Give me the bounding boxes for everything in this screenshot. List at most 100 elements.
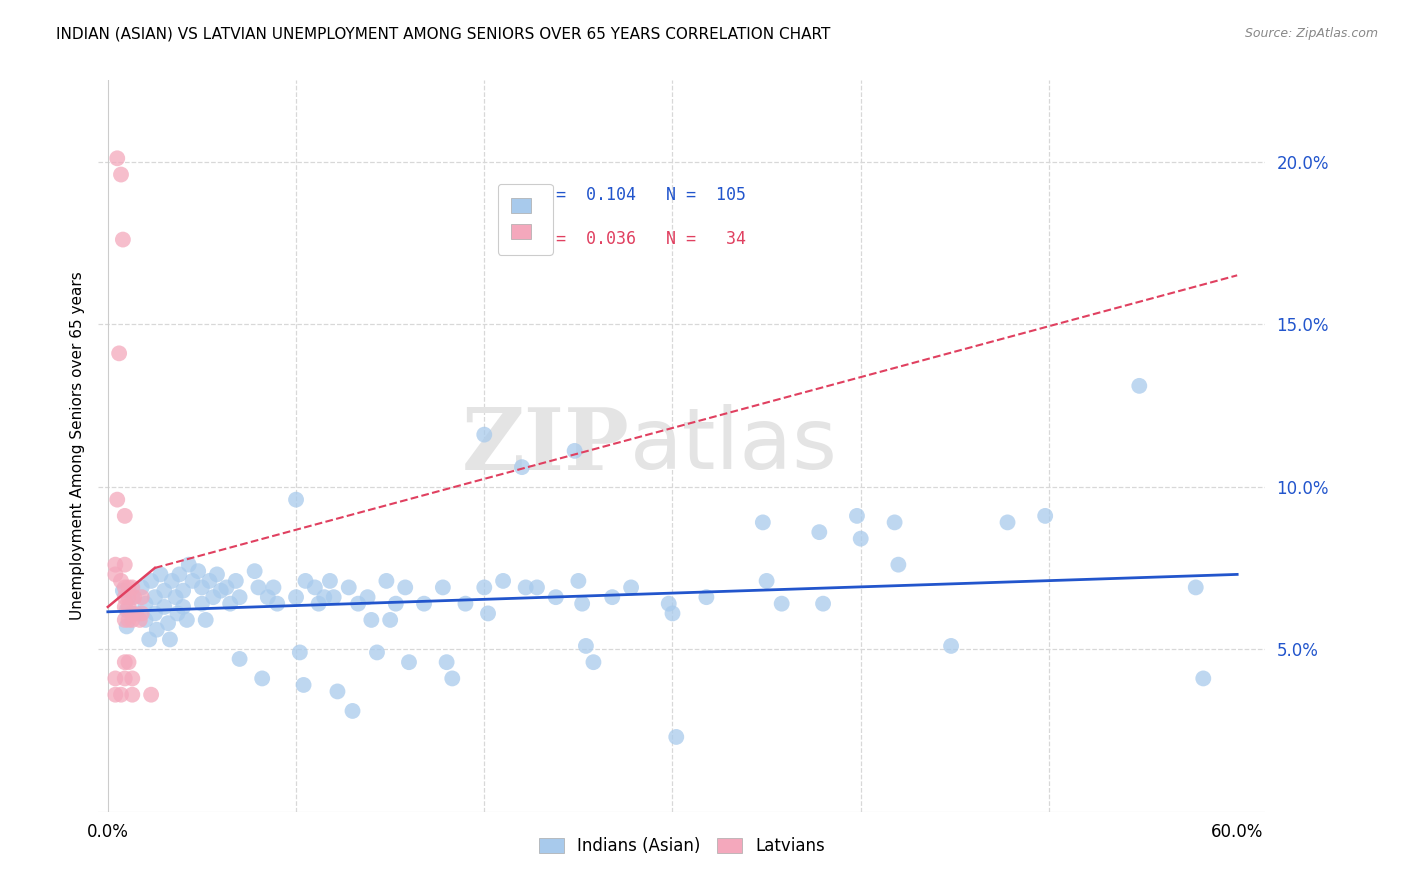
Point (121, 607, 143, 621)
Point (121, 613, 143, 627)
Point (111, 583, 134, 598)
Point (375, 574, 398, 588)
Point (205, 567, 228, 582)
Point (187, 564, 209, 578)
Text: R =  0.036   N =   34: R = 0.036 N = 34 (536, 230, 747, 248)
Point (108, 346, 131, 360)
Point (575, 639, 598, 653)
Point (228, 652, 250, 666)
Point (153, 599, 176, 614)
Point (131, 581, 153, 595)
Point (347, 597, 370, 611)
Point (398, 655, 420, 669)
Point (121, 688, 143, 702)
Point (114, 581, 136, 595)
Point (292, 678, 315, 692)
Point (104, 558, 127, 572)
Point (194, 613, 217, 627)
Point (104, 688, 127, 702)
Point (600, 590, 623, 604)
Point (846, 508, 869, 523)
Legend: Indians (Asian), Latvians: Indians (Asian), Latvians (531, 830, 832, 862)
Point (510, 460, 533, 475)
Point (128, 613, 150, 627)
Point (105, 492, 128, 507)
Point (661, 607, 683, 621)
Point (143, 607, 166, 621)
Point (176, 613, 198, 627)
Point (811, 597, 834, 611)
Text: Source: ZipAtlas.com: Source: ZipAtlas.com (1244, 27, 1378, 40)
Point (104, 567, 127, 582)
Point (436, 655, 458, 669)
Point (285, 590, 308, 604)
Point (266, 597, 288, 611)
Point (492, 574, 515, 588)
Point (939, 639, 962, 653)
Point (394, 581, 416, 595)
Point (110, 688, 132, 702)
Point (104, 672, 127, 686)
Point (432, 581, 454, 595)
Point (131, 607, 153, 621)
Point (177, 558, 200, 572)
Point (413, 597, 436, 611)
Point (114, 590, 136, 604)
Point (288, 645, 311, 659)
Point (564, 443, 586, 458)
Point (117, 581, 139, 595)
Point (165, 590, 187, 604)
Text: R =  0.104   N =  105: R = 0.104 N = 105 (536, 186, 747, 204)
Point (285, 492, 308, 507)
Point (360, 613, 382, 627)
Point (1033, 508, 1056, 523)
Point (1128, 379, 1150, 393)
Point (115, 603, 138, 617)
Point (770, 597, 793, 611)
Point (366, 645, 388, 659)
Point (849, 532, 872, 546)
Point (138, 632, 160, 647)
Point (209, 583, 232, 598)
Point (160, 574, 183, 588)
Point (149, 567, 172, 582)
Point (1192, 672, 1215, 686)
Point (114, 558, 136, 572)
Point (181, 574, 204, 588)
Point (153, 583, 176, 598)
Point (114, 508, 136, 523)
Point (191, 597, 214, 611)
Point (146, 623, 169, 637)
Point (322, 590, 344, 604)
Point (172, 583, 194, 598)
Point (544, 590, 567, 604)
Point (121, 581, 143, 595)
Point (117, 590, 139, 604)
Point (111, 233, 134, 247)
Point (115, 619, 138, 633)
Point (658, 597, 681, 611)
Point (808, 525, 831, 540)
Point (121, 672, 143, 686)
Text: INDIAN (ASIAN) VS LATVIAN UNEMPLOYMENT AMONG SENIORS OVER 65 YEARS CORRELATION C: INDIAN (ASIAN) VS LATVIAN UNEMPLOYMENT A… (56, 27, 831, 42)
Point (887, 558, 910, 572)
Point (117, 613, 139, 627)
Text: ZIP: ZIP (461, 404, 630, 488)
Point (256, 590, 278, 604)
Text: atlas: atlas (630, 404, 838, 488)
Point (385, 597, 408, 611)
Point (114, 672, 136, 686)
Point (125, 607, 148, 621)
Point (117, 599, 139, 614)
Point (304, 581, 326, 595)
Point (319, 574, 342, 588)
Point (262, 581, 284, 595)
Point (110, 574, 132, 588)
Point (228, 590, 250, 604)
Point (114, 599, 136, 614)
Point (441, 672, 464, 686)
Point (526, 581, 548, 595)
Point (202, 590, 225, 604)
Point (219, 597, 242, 611)
Point (191, 581, 214, 595)
